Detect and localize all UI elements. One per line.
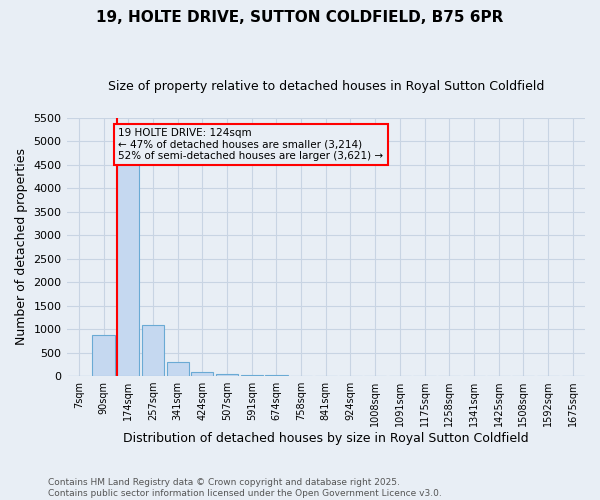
X-axis label: Distribution of detached houses by size in Royal Sutton Coldfield: Distribution of detached houses by size … [123, 432, 529, 445]
Text: 19, HOLTE DRIVE, SUTTON COLDFIELD, B75 6PR: 19, HOLTE DRIVE, SUTTON COLDFIELD, B75 6… [97, 10, 503, 25]
Bar [191, 372, 214, 376]
Bar [142, 326, 164, 376]
Bar [216, 374, 238, 376]
Bar [92, 335, 115, 376]
Bar [265, 375, 287, 376]
Text: 19 HOLTE DRIVE: 124sqm
← 47% of detached houses are smaller (3,214)
52% of semi-: 19 HOLTE DRIVE: 124sqm ← 47% of detached… [118, 128, 383, 162]
Title: Size of property relative to detached houses in Royal Sutton Coldfield: Size of property relative to detached ho… [107, 80, 544, 93]
Y-axis label: Number of detached properties: Number of detached properties [15, 148, 28, 346]
Bar [241, 374, 263, 376]
Bar [167, 362, 189, 376]
Bar [117, 159, 139, 376]
Text: Contains HM Land Registry data © Crown copyright and database right 2025.
Contai: Contains HM Land Registry data © Crown c… [48, 478, 442, 498]
